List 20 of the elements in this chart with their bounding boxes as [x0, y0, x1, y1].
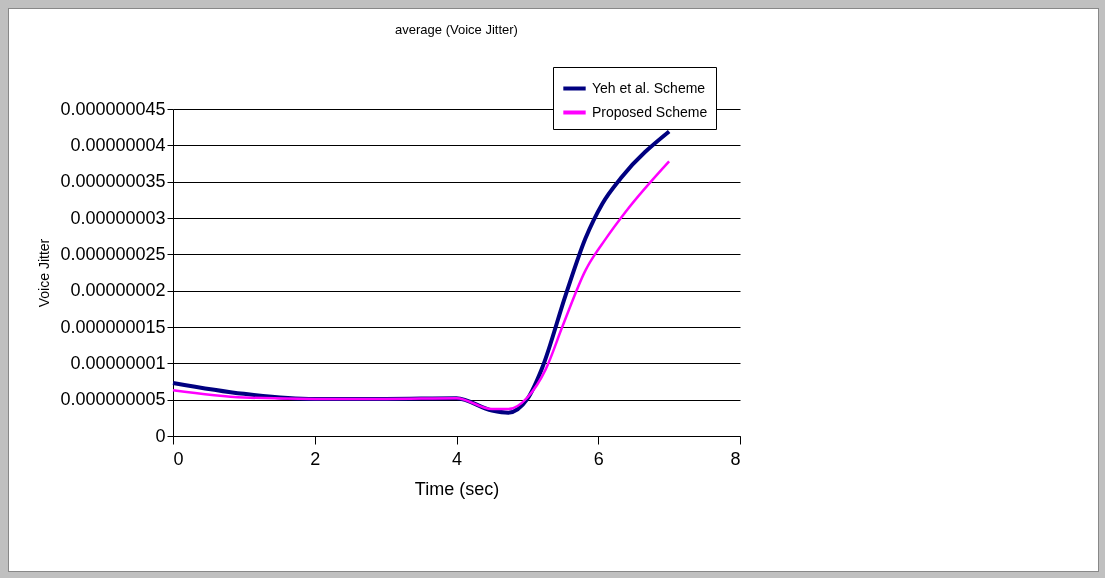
x-tick-label: 2	[310, 448, 321, 469]
legend-label: Yeh et al. Scheme	[592, 79, 706, 96]
x-tick-label: 8	[730, 448, 741, 469]
x-tick-label: 0	[173, 448, 184, 469]
x-tick-label: 6	[593, 448, 604, 469]
chart-title: average (Voice Jitter)	[395, 21, 518, 37]
x-tick-label: 4	[451, 448, 463, 469]
y-tick-label: 0.000000045	[60, 98, 166, 119]
y-tick-label: 0.000000015	[60, 316, 166, 337]
x-axis-title: Time (sec)	[414, 478, 500, 499]
y-tick-label: 0.00000004	[70, 134, 166, 155]
y-tick-label: 0	[155, 425, 166, 446]
y-tick-label: 0.00000003	[70, 207, 166, 228]
y-tick-label: 0.00000001	[70, 352, 166, 373]
y-tick-label: 0.00000002	[70, 280, 166, 301]
y-tick-label: 0.000000035	[60, 171, 166, 192]
y-axis-title: Voice Jitter	[36, 238, 53, 308]
y-tick-label: 0.000000005	[60, 389, 166, 410]
legend-label: Proposed Scheme	[592, 103, 708, 120]
y-tick-label: 0.000000025	[60, 243, 166, 264]
